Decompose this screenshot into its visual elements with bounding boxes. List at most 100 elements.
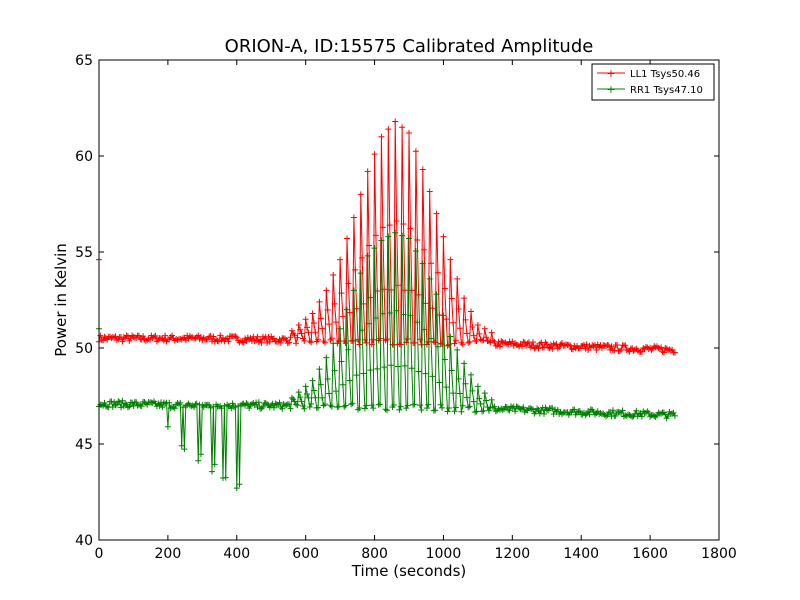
data-marker [481,390,488,397]
data-marker [357,191,364,198]
data-marker [388,362,395,369]
data-marker [298,330,305,337]
data-marker [372,232,379,239]
data-marker [175,401,182,408]
data-marker [382,406,389,413]
data-marker [576,408,583,415]
data-marker [447,333,454,340]
data-marker [474,321,481,328]
data-marker [344,235,350,242]
data-marker [463,394,470,401]
data-marker [558,339,565,346]
data-marker [177,335,184,342]
data-marker [111,399,118,406]
data-marker [371,245,378,252]
data-marker [210,333,217,340]
data-marker [441,285,448,292]
data-marker [204,336,211,343]
data-marker [124,404,131,411]
data-marker [185,335,192,342]
data-marker [326,390,333,397]
data-marker [386,222,393,229]
data-marker [177,399,184,406]
data-marker [655,344,662,351]
data-marker [456,325,463,332]
y-tick-label: 50 [75,341,93,357]
data-marker [417,402,424,409]
data-marker [317,315,324,322]
data-marker [178,442,185,449]
data-marker [374,365,381,372]
data-marker [180,404,187,411]
data-marker [188,403,195,410]
data-marker [341,403,348,410]
data-marker [461,295,468,302]
data-marker [337,256,344,263]
data-marker [452,404,459,411]
data-marker [258,339,265,346]
data-marker [113,337,120,344]
legend-label-rr1: RR1 Tsys47.10 [630,85,703,96]
data-marker [306,403,313,410]
x-axis-label: Time (seconds) [351,562,467,580]
data-marker [419,166,426,173]
data-marker [379,310,386,317]
legend-marker-rr1: + [606,83,615,96]
data-marker [127,335,134,342]
data-marker [618,346,625,353]
data-marker [368,402,375,409]
data-marker [421,246,428,253]
data-marker [541,410,548,417]
data-marker [459,341,466,348]
data-marker [282,335,288,342]
data-marker [638,413,645,420]
data-marker [100,402,107,409]
data-marker [458,408,465,415]
x-tick-label: 600 [292,546,319,562]
data-marker [459,402,466,409]
data-marker [527,344,534,351]
data-marker [620,413,627,420]
data-marker [609,407,616,414]
data-marker [102,335,109,342]
data-marker [323,354,330,361]
data-marker [327,402,334,409]
data-marker [385,233,392,240]
data-marker [432,339,439,346]
data-marker [443,316,450,323]
data-marker [390,401,397,408]
data-marker [483,334,490,341]
data-marker [510,342,517,349]
data-marker [648,346,655,353]
data-marker [456,390,463,397]
data-marker [514,342,521,349]
data-marker [363,339,370,346]
data-marker [444,342,451,349]
x-tick-label: 200 [155,546,182,562]
data-marker [323,287,330,294]
data-marker [360,370,367,377]
data-marker [392,118,399,125]
data-marker [407,312,414,319]
data-marker [277,339,284,346]
data-marker [571,406,578,413]
data-marker [126,337,133,344]
data-marker [254,333,261,340]
data-marker [302,383,309,390]
data-marker [458,339,465,346]
data-marker [112,333,119,340]
plot-area [96,118,678,492]
data-marker [123,332,130,339]
data-marker [452,337,459,344]
data-marker [366,242,373,249]
data-marker [215,338,222,345]
data-marker [396,406,403,413]
data-marker [366,320,373,327]
data-marker [339,381,346,388]
data-marker [496,343,503,350]
data-marker [549,345,556,352]
data-marker [97,332,104,339]
data-marker [319,394,326,401]
data-marker [422,370,429,377]
